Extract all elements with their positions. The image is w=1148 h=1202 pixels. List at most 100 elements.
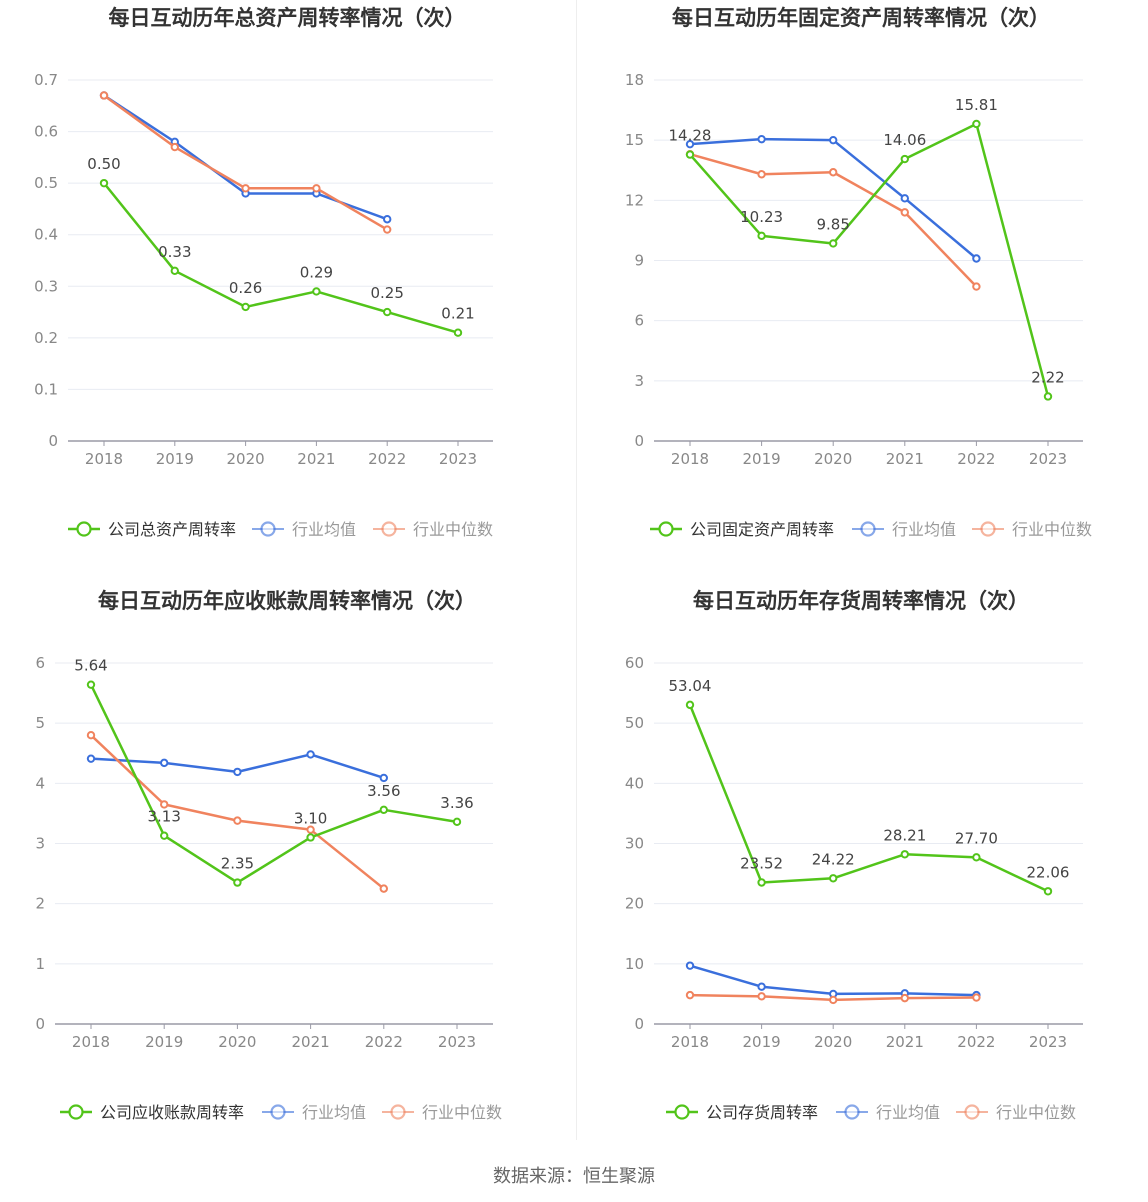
data-label: 2.35 <box>221 855 254 873</box>
legend-item-label[interactable]: 行业均值 <box>892 520 956 539</box>
data-point <box>900 208 909 217</box>
legend-item-label[interactable]: 公司总资产周转率 <box>108 520 236 539</box>
legend-swatch-marker <box>674 1104 690 1120</box>
x-tick-label: 2020 <box>814 450 852 468</box>
chart-title: 每日互动历年存货周转率情况（次） <box>693 589 1029 613</box>
y-tick-label: 2 <box>35 895 45 913</box>
legend-swatch-marker <box>260 521 276 537</box>
y-tick-label: 10 <box>625 955 644 973</box>
data-label: 3.10 <box>294 809 327 827</box>
data-point <box>900 194 909 203</box>
y-tick-label: 18 <box>625 71 644 89</box>
y-tick-label: 0 <box>634 1015 644 1033</box>
y-tick-label: 1 <box>35 955 45 973</box>
x-tick-label: 2023 <box>438 1033 476 1051</box>
data-point <box>685 990 695 1000</box>
legend-item-label[interactable]: 公司应收账款周转率 <box>100 1103 244 1122</box>
x-tick-label: 2018 <box>85 450 123 468</box>
data-point <box>160 758 169 768</box>
data-point <box>757 170 766 179</box>
legend-item-label[interactable]: 行业均值 <box>292 520 356 539</box>
data-point <box>379 805 388 815</box>
data-point <box>170 266 180 276</box>
data-point <box>383 307 392 317</box>
data-point <box>241 302 250 312</box>
data-point <box>160 831 169 840</box>
y-tick-label: 0.2 <box>34 329 58 347</box>
data-point <box>757 992 766 1001</box>
data-point <box>829 874 838 883</box>
data-label: 10.23 <box>740 208 783 226</box>
chart-title: 每日互动历年总资产周转率情况（次） <box>109 6 466 30</box>
data-point <box>685 139 695 149</box>
data-label: 53.04 <box>669 677 712 695</box>
y-tick-label: 20 <box>625 895 644 913</box>
x-tick-label: 2019 <box>145 1033 183 1051</box>
data-point <box>685 961 695 970</box>
y-tick-label: 0.1 <box>34 380 58 398</box>
x-tick-label: 2020 <box>814 1033 852 1051</box>
legend-item-label[interactable]: 行业中位数 <box>413 520 493 539</box>
chart-panel-inventory-turnover: 每日互动历年存货周转率情况（次） 0 10 20 30 40 50 60 2018 2019 202… <box>574 583 1148 1166</box>
legend-item-label[interactable]: 公司存货周转率 <box>706 1103 818 1122</box>
data-point <box>900 993 909 1003</box>
data-point <box>160 800 169 809</box>
data-label: 5.64 <box>74 657 107 675</box>
data-point <box>99 91 109 100</box>
y-tick-label: 3 <box>35 835 45 853</box>
total-asset-turnover-chart: 每日互动历年总资产周转率情况（次） 0 0.1 0.2 0.3 0.4 0.5 0.6 0.7 2… <box>34 6 493 539</box>
legend-swatch-marker <box>390 1104 406 1120</box>
y-tick-label: 0 <box>35 1015 45 1033</box>
x-tick-label: 2023 <box>1029 1033 1067 1051</box>
data-label: 14.28 <box>669 127 712 145</box>
x-tick-label: 2023 <box>1029 450 1067 468</box>
data-label: 22.06 <box>1027 863 1070 881</box>
data-label: 3.13 <box>147 808 180 826</box>
legend-item-label[interactable]: 行业均值 <box>876 1103 940 1122</box>
data-label: 23.52 <box>740 854 783 872</box>
y-tick-label: 0.6 <box>34 123 58 141</box>
y-tick-label: 50 <box>625 714 644 732</box>
data-point <box>383 225 392 234</box>
x-tick-label: 2022 <box>365 1033 403 1051</box>
data-point <box>757 231 766 241</box>
data-point <box>972 119 981 129</box>
legend-item-label[interactable]: 行业中位数 <box>1012 520 1092 539</box>
legend-item-label[interactable]: 公司固定资产周转率 <box>690 520 834 539</box>
data-point <box>757 982 766 991</box>
x-tick-label: 2022 <box>957 450 995 468</box>
data-point <box>383 215 392 224</box>
y-tick-label: 0.4 <box>34 226 58 244</box>
y-tick-label: 5 <box>35 714 45 732</box>
data-point <box>972 254 981 263</box>
legend-item-label[interactable]: 行业均值 <box>302 1103 366 1122</box>
data-label: 0.25 <box>370 284 403 302</box>
y-tick-label: 9 <box>634 252 644 270</box>
x-tick-label: 2020 <box>227 450 265 468</box>
y-tick-label: 3 <box>634 372 644 390</box>
inventory-turnover-chart: 每日互动历年存货周转率情况（次） 0 10 20 30 40 50 60 2018 2019 202… <box>625 589 1083 1122</box>
y-tick-label: 0.7 <box>34 71 58 89</box>
data-point <box>99 178 109 188</box>
legend-swatch-marker <box>658 521 674 537</box>
data-point <box>900 850 909 859</box>
data-label: 0.26 <box>229 279 262 297</box>
data-point <box>900 154 909 164</box>
x-tick-label: 2020 <box>218 1033 256 1051</box>
data-point <box>233 816 242 825</box>
data-label: 0.29 <box>300 263 333 281</box>
legend-item-label[interactable]: 行业中位数 <box>996 1103 1076 1122</box>
x-tick-label: 2022 <box>368 450 406 468</box>
data-point <box>1043 392 1053 401</box>
data-source-footer: 数据来源：恒生聚源 <box>493 1166 655 1187</box>
data-label: 3.56 <box>367 782 400 800</box>
data-point <box>306 833 315 842</box>
data-point <box>685 150 695 159</box>
chart-title: 每日互动历年固定资产周转率情况（次） <box>672 6 1050 30</box>
data-point <box>86 680 96 689</box>
x-tick-label: 2021 <box>886 450 924 468</box>
x-tick-label: 2018 <box>671 450 709 468</box>
data-point <box>379 773 388 783</box>
data-point <box>453 328 463 337</box>
legend-item-label[interactable]: 行业中位数 <box>422 1103 502 1122</box>
